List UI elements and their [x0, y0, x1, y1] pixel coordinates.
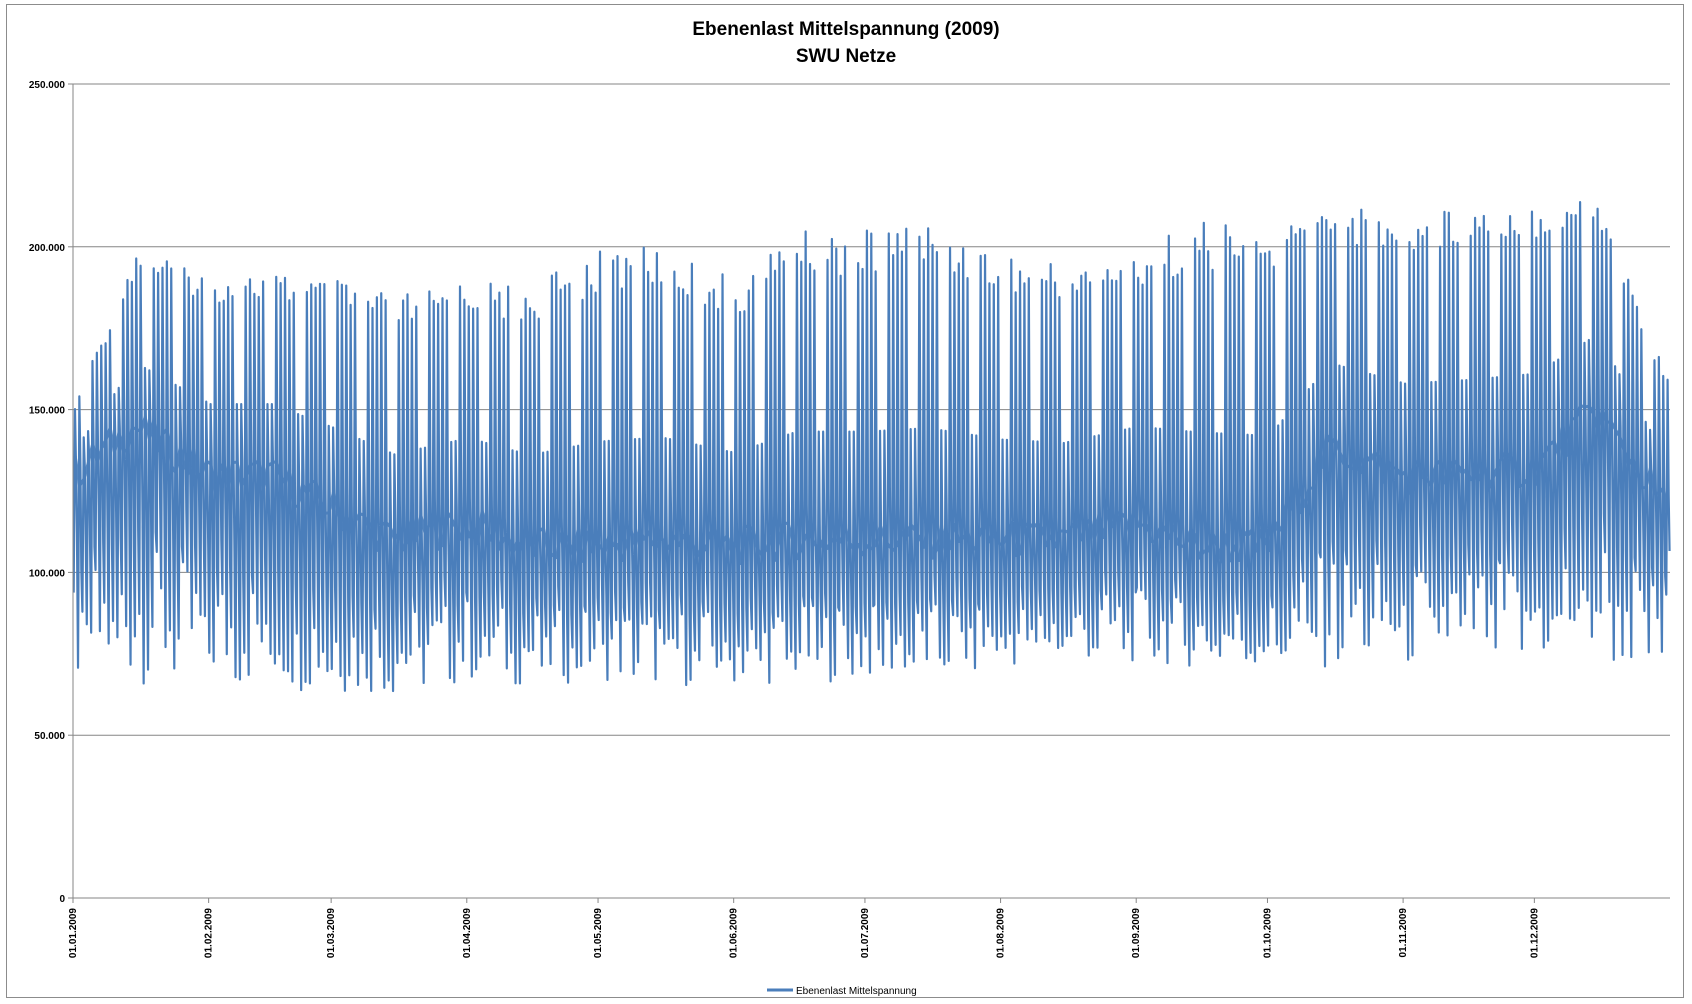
legend-label: Ebenenlast Mittelspannung: [796, 986, 917, 997]
x-tick-label: 01.03.2009: [326, 908, 337, 958]
y-tick-label: 50.000: [34, 731, 65, 742]
x-tick-label: 01.06.2009: [729, 908, 740, 958]
x-tick-label: 01.08.2009: [996, 908, 1007, 958]
series-trend-band: [73, 403, 1670, 566]
x-tick-label: 01.12.2009: [1529, 908, 1540, 958]
x-tick-label: 01.02.2009: [204, 908, 215, 958]
legend: Ebenenlast Mittelspannung: [767, 986, 917, 997]
series-line-ebenenlast: [72, 201, 1671, 693]
y-tick-label: 250.000: [29, 80, 66, 91]
x-tick-label: 01.10.2009: [1262, 908, 1273, 958]
x-tick-label: 01.01.2009: [68, 908, 79, 958]
chart-title: Ebenenlast Mittelspannung (2009): [692, 19, 999, 40]
x-tick-label: 01.07.2009: [860, 908, 871, 958]
y-tick-label: 0: [59, 894, 65, 905]
x-tick-label: 01.05.2009: [593, 908, 604, 958]
x-tick-label: 01.09.2009: [1131, 908, 1142, 958]
chart-subtitle: SWU Netze: [796, 46, 896, 67]
x-tick-label: 01.04.2009: [462, 908, 473, 958]
x-tick-label: 01.11.2009: [1398, 908, 1409, 958]
y-tick-label: 200.000: [29, 243, 66, 254]
y-tick-label: 100.000: [29, 568, 66, 579]
series-layer: [72, 201, 1671, 693]
y-tick-label: 150.000: [29, 406, 66, 417]
axes: 0 50.000 100.000 150.000 200.000 250.000 01.01…: [29, 80, 1670, 958]
